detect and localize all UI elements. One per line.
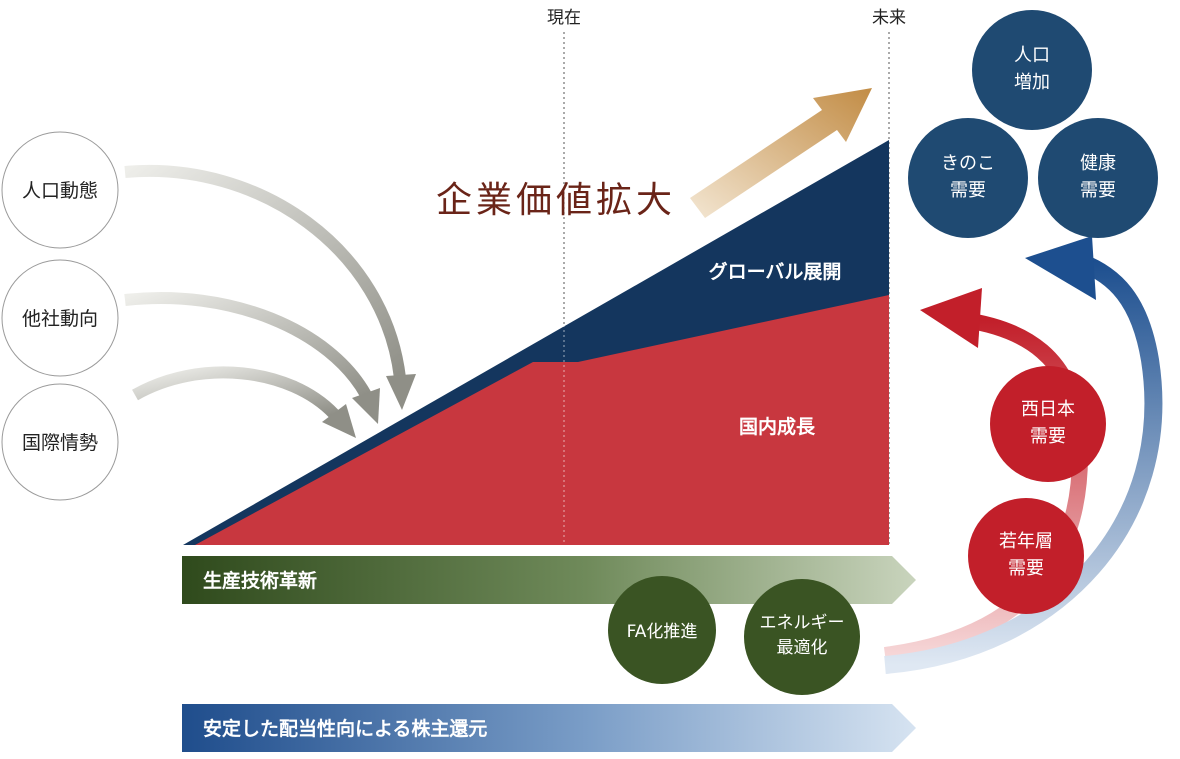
svg-text:若年層: 若年層: [999, 531, 1053, 552]
domestic-growth-area: [195, 295, 889, 545]
demand-west-japan: 西日本 需要: [990, 366, 1106, 482]
svg-text:健康: 健康: [1080, 153, 1116, 174]
influence-arrow-3: [132, 366, 339, 419]
demand-mushroom: きのこ 需要: [908, 118, 1028, 238]
initiative-energy-optimization: エネルギー 最適化: [744, 579, 860, 695]
svg-text:エネルギー: エネルギー: [760, 613, 845, 633]
influence-arrow-1: [124, 164, 406, 379]
influence-arrow-3-head: [322, 404, 356, 438]
factor-population-dynamics: 人口動態: [1, 131, 119, 249]
blue-demand-arc-head: [1025, 236, 1096, 300]
svg-text:FA化推進: FA化推進: [627, 622, 698, 642]
svg-text:きのこ: きのこ: [941, 153, 995, 174]
domestic-growth-label: 国内成長: [739, 415, 816, 438]
svg-text:人口動態: 人口動態: [22, 180, 98, 202]
svg-text:需要: 需要: [1080, 180, 1116, 201]
svg-text:増加: 増加: [1014, 72, 1050, 93]
headline-corporate-value: 企業価値拡大: [436, 180, 676, 221]
svg-text:需要: 需要: [1008, 558, 1044, 579]
red-demand-arc-head: [920, 288, 982, 348]
initiative-fa-promotion: FA化推進: [608, 576, 716, 684]
production-innovation-label: 生産技術革新: [203, 569, 317, 592]
svg-text:最適化: 最適化: [777, 638, 828, 658]
global-expansion-label: グローバル展開: [709, 260, 842, 283]
influence-arrow-2-head: [352, 388, 380, 424]
future-label: 未来: [872, 8, 906, 28]
demand-youth: 若年層 需要: [968, 498, 1084, 614]
blue-demand-arc: [884, 253, 1163, 674]
now-label: 現在: [547, 8, 581, 28]
value-growth-arrow: [690, 88, 872, 218]
svg-text:国際情勢: 国際情勢: [22, 432, 98, 454]
influence-arrow-2: [124, 291, 372, 398]
influence-arrow-1-head: [386, 374, 416, 410]
svg-text:人口: 人口: [1014, 45, 1050, 66]
dividend-bar: [182, 704, 916, 752]
svg-text:需要: 需要: [1030, 426, 1066, 447]
demand-population-growth: 人口 増加: [972, 10, 1092, 130]
svg-text:西日本: 西日本: [1021, 399, 1075, 420]
factor-international-affairs: 国際情勢: [1, 383, 119, 501]
production-innovation-bar: [182, 556, 916, 604]
svg-text:需要: 需要: [950, 180, 986, 201]
demand-health: 健康 需要: [1038, 118, 1158, 238]
influence-arrows: [124, 164, 416, 438]
factor-competitor-trends: 他社動向: [1, 259, 119, 377]
dividend-label: 安定した配当性向による株主還元: [203, 717, 487, 740]
svg-text:他社動向: 他社動向: [22, 308, 98, 330]
